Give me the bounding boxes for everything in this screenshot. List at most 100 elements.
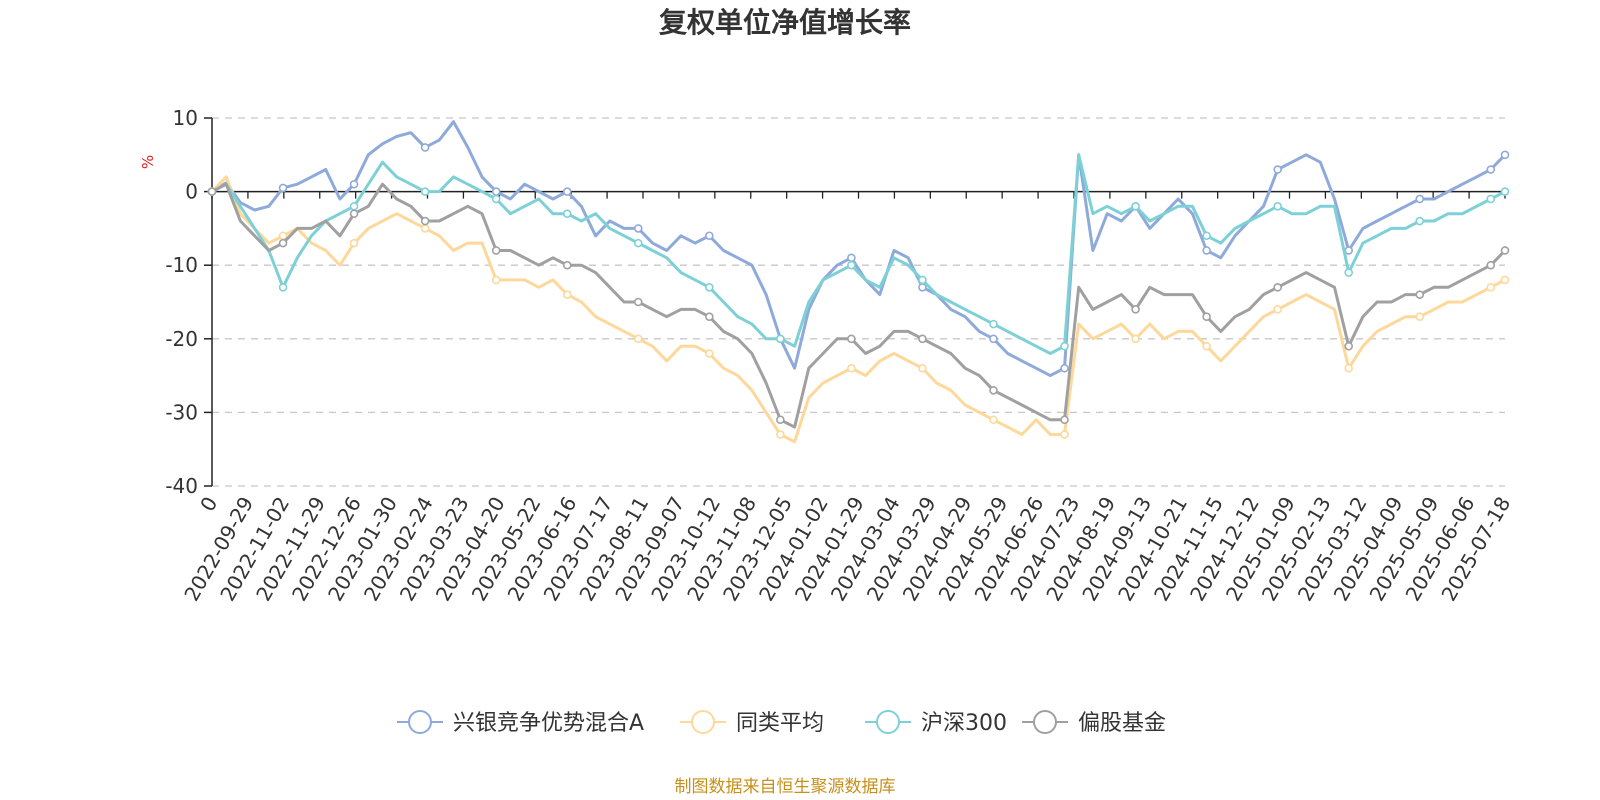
data-point <box>420 187 430 196</box>
data-point <box>491 194 501 204</box>
y-tick-labels: 10 0 -10 -20 -30 -40 <box>165 106 198 498</box>
data-point <box>349 209 359 218</box>
legend-label: 偏股基金 <box>1078 711 1166 736</box>
data-point <box>705 282 714 292</box>
data-point <box>989 386 998 395</box>
data-point <box>349 202 359 211</box>
data-point <box>776 430 785 439</box>
data-point <box>1486 194 1496 204</box>
data-point <box>1415 290 1425 299</box>
data-point <box>633 238 643 248</box>
legend-swatch-circle <box>408 710 432 734</box>
data-point <box>918 334 927 344</box>
data-point <box>562 209 572 218</box>
y-tick-label: 10 <box>173 106 198 130</box>
series-line-3 <box>210 182 1507 429</box>
data-point <box>420 216 430 226</box>
data-point <box>1415 194 1425 204</box>
data-point <box>1131 305 1140 314</box>
data-point <box>278 231 288 241</box>
data-point <box>847 363 856 373</box>
legend-item-0[interactable]: 兴银竞争优势混合A <box>397 710 644 736</box>
data-point <box>1131 334 1140 344</box>
data-point <box>420 143 430 152</box>
y-tick-label: -10 <box>165 253 198 277</box>
legend-swatch-circle <box>691 710 715 734</box>
data-point <box>776 415 785 425</box>
legend-item-1[interactable]: 同类平均 <box>680 710 824 736</box>
legend-label: 兴银竞争优势混合A <box>453 711 644 736</box>
legend-swatch-circle <box>876 710 900 734</box>
data-point <box>278 238 288 248</box>
data-point <box>989 319 998 329</box>
x-tick-labels: 02022-09-292022-11-022022-11-292022-12-2… <box>179 492 1515 605</box>
legend: 兴银竞争优势混合A 同类平均 沪深300 偏股基金 <box>397 710 1166 736</box>
legend-item-3[interactable]: 偏股基金 <box>1022 710 1166 736</box>
chart-title: 复权单位净值增长率 <box>659 6 911 39</box>
data-point <box>1202 341 1211 351</box>
data-point <box>1500 275 1510 285</box>
data-point <box>1060 363 1069 373</box>
data-point <box>1344 341 1354 351</box>
grid-lines <box>212 117 1505 487</box>
data-point <box>1415 312 1425 322</box>
series-line-0 <box>210 120 1507 378</box>
data-point <box>1344 268 1354 277</box>
data-point <box>705 312 714 322</box>
data-point <box>278 183 288 193</box>
data-point <box>633 297 643 307</box>
data-point <box>1273 202 1282 211</box>
data-point <box>1060 341 1069 351</box>
data-point <box>633 224 643 233</box>
data-point <box>705 231 714 241</box>
data-point <box>562 290 572 299</box>
data-point <box>776 334 785 344</box>
data-point <box>847 260 856 270</box>
data-point <box>1500 246 1510 255</box>
data-point <box>1060 430 1069 439</box>
source-note: 制图数据来自恒生聚源数据库 <box>675 777 896 797</box>
data-point <box>1415 216 1425 226</box>
data-point <box>1344 246 1354 255</box>
series-line-2 <box>210 153 1507 355</box>
data-point <box>989 334 998 344</box>
data-point <box>918 363 927 373</box>
series-line-1 <box>210 175 1507 444</box>
data-point <box>918 275 927 285</box>
y-tick-label: -20 <box>165 327 198 351</box>
axes <box>204 117 1506 487</box>
data-point <box>1500 150 1510 160</box>
data-point <box>1273 305 1282 314</box>
series-lines <box>207 120 1510 444</box>
legend-label: 同类平均 <box>736 711 824 736</box>
data-point <box>1273 282 1282 292</box>
data-point <box>918 282 927 292</box>
y-tick-label: -40 <box>165 474 198 498</box>
data-point <box>1131 202 1140 211</box>
legend-label: 沪深300 <box>921 711 1007 736</box>
x-tick-label: 0 <box>195 493 222 516</box>
data-point <box>349 238 359 248</box>
data-point <box>278 282 288 292</box>
data-point <box>1202 246 1211 255</box>
data-point <box>1500 187 1510 196</box>
data-point <box>1486 260 1496 270</box>
data-point <box>1202 231 1211 241</box>
data-point <box>1344 363 1354 373</box>
data-point <box>1273 165 1282 174</box>
data-point <box>989 415 998 425</box>
data-point <box>705 349 714 358</box>
y-axis-label: % <box>139 155 157 169</box>
data-point <box>562 260 572 270</box>
data-point <box>847 253 856 263</box>
legend-item-2[interactable]: 沪深300 <box>865 710 1007 736</box>
data-point <box>420 224 430 233</box>
data-point <box>491 275 501 285</box>
data-point <box>633 334 643 344</box>
data-point <box>847 334 856 344</box>
data-point <box>1060 415 1069 425</box>
data-point <box>1486 165 1496 174</box>
legend-swatch-circle <box>1033 710 1057 734</box>
data-point <box>491 187 501 196</box>
